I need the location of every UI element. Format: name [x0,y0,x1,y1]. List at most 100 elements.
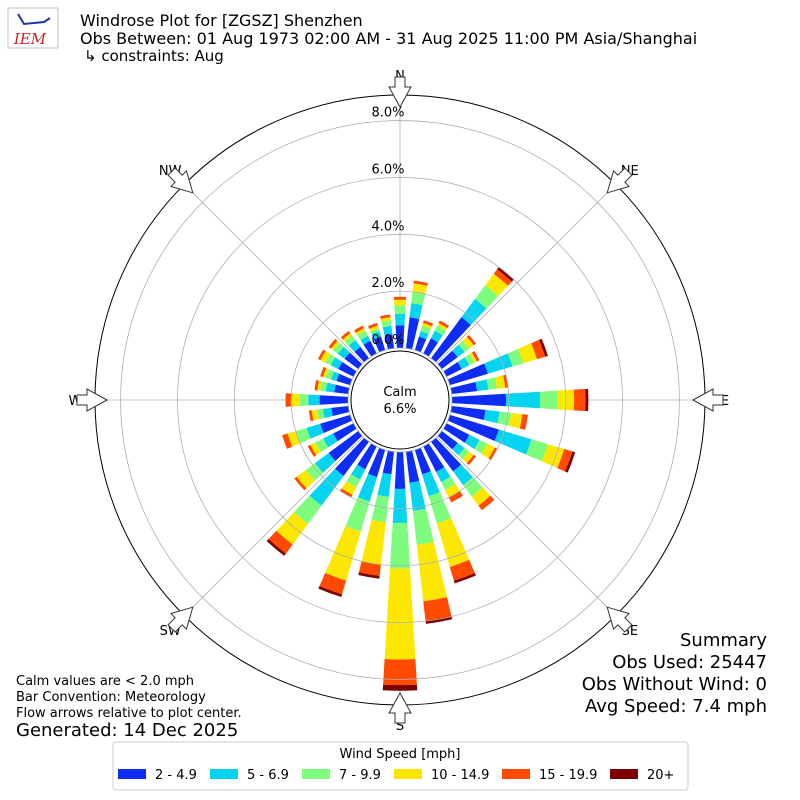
summary-line: Avg Speed: 7.4 mph [585,696,767,717]
bar-segment [340,488,353,498]
bar-segment [412,283,428,295]
bar-segment [318,585,343,597]
y-tick-label: 0.0% [371,333,404,348]
bar-segment [307,444,317,457]
bar-segment [285,393,292,407]
legend-swatch [502,769,530,779]
legend-swatch [118,769,146,779]
bar-segment [541,444,565,469]
bar-segment [308,410,314,422]
bar-segment [478,495,495,511]
bar-segment [503,374,509,388]
legend-label: 5 - 6.9 [247,768,289,783]
bar-segment [395,325,405,349]
bar-segment [448,490,464,503]
legend: Wind Speed [mph] 2 - 4.9 5 - 6.9 7 - 9.9 10… [112,741,689,791]
bar-segment [323,433,338,448]
bar-segment [437,350,458,369]
bar-segment [373,336,386,353]
bar-segment [505,391,541,409]
bar-segment [518,343,538,364]
legend-box [112,741,689,791]
bar-segment [414,336,427,353]
flow-arrow [76,388,109,412]
bar-segment [333,423,357,442]
bar-segment [450,405,486,420]
legend-label: 7 - 9.9 [339,768,381,783]
legend-label: 2 - 4.9 [155,768,197,783]
bar-segment [409,303,423,319]
bar-segment [466,334,476,346]
bar-segment [451,393,507,407]
bar-segment [585,388,589,412]
bar-segment [317,380,322,391]
note: Bar Convention: Meteorology [16,690,206,705]
bar-segment [384,568,416,660]
bar-segment [382,325,393,336]
bar-segment [311,409,319,421]
bar-segment [413,280,428,286]
bar-segment [447,363,488,386]
bar-segment [330,357,343,370]
bar-segment [291,393,300,407]
bar-segment [539,390,558,410]
bar-segment [437,431,458,450]
calm-circle [350,350,450,450]
flow-arrow [388,691,412,724]
bar-segment [330,340,340,351]
y-tick-label: 2.0% [371,276,404,291]
bar-segment [464,354,475,366]
bar-segment [340,330,351,340]
bar-segment [443,423,470,443]
bar-segment [494,429,532,455]
bar-segment [317,349,326,361]
flow-arrow [606,606,633,633]
bar-segment [493,269,512,286]
bar-segment [380,314,391,319]
logo: IEM [7,7,59,49]
flow-arrow [388,76,412,109]
bar-segment [428,492,452,524]
bar-segment [420,325,431,335]
bar-segment [344,335,356,346]
bar-segment [363,340,377,357]
bar-segment [320,366,327,378]
bar-segment [449,559,475,581]
bar-segment [453,464,473,486]
bar-segment [458,447,470,460]
bar-segment [319,395,349,405]
bar-segment [308,394,320,406]
bar-segment [384,334,395,350]
bar-segment [471,487,491,506]
bar-segment [382,684,418,691]
bar-segment [381,320,392,328]
bar-segment [466,454,476,466]
calm-label: Calm [383,385,416,400]
bar-segment [390,522,410,569]
bar-segment [423,443,445,472]
bar-segment [431,317,471,363]
bar-segment [320,381,328,392]
compass-label: S [396,719,404,734]
bar-segment [351,464,366,480]
bar-segment [411,291,426,306]
bar-segment [475,379,489,392]
bar-segment [443,361,462,377]
bar-segment [462,336,474,349]
summary-line: Obs Used: 25447 [612,652,767,673]
bar-segment [371,331,382,340]
bar-segment [331,371,340,382]
bar-segment [409,481,426,511]
calm-value: 6.6% [383,402,416,417]
legend-swatch [610,769,638,779]
legend-swatch [302,769,330,779]
grid-line [184,436,364,616]
bar-segment [438,320,449,329]
y-tick-label: 8.0% [371,106,404,121]
bar-segment [383,659,417,686]
legend-label: 10 - 14.9 [431,768,489,783]
bar-segment [394,313,406,326]
bar-segment [405,450,420,483]
bar-segment [481,443,495,459]
bar-segment [295,427,311,444]
